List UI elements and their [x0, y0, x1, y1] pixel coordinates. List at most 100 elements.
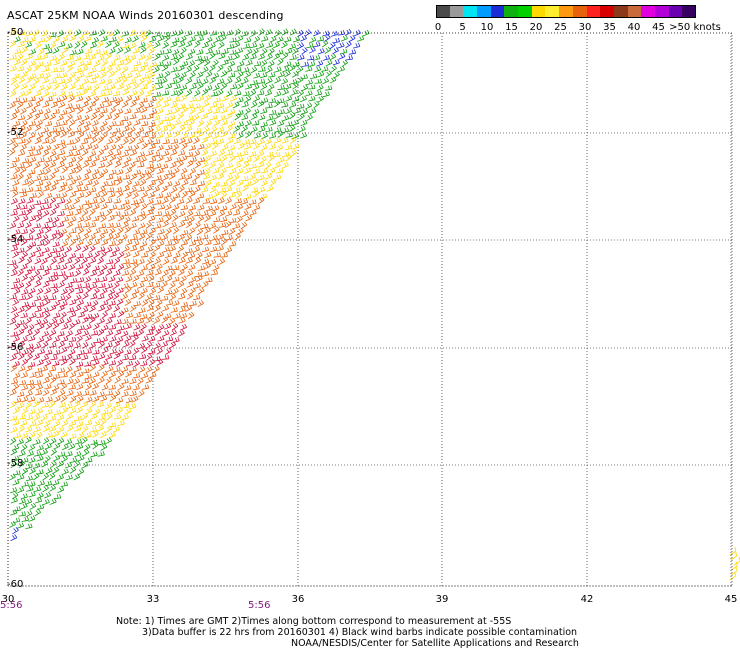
- wind-barb: [233, 125, 241, 133]
- wind-barb: [10, 354, 17, 361]
- wind-barb: [173, 72, 181, 80]
- wind-barb: [168, 245, 176, 252]
- wind-barb: [297, 54, 305, 61]
- wind-barb: [57, 67, 65, 73]
- wind-barb: [76, 335, 83, 343]
- wind-barb: [18, 365, 26, 372]
- wind-barb: [204, 179, 212, 188]
- wind-barb: [185, 220, 193, 229]
- wind-barb: [236, 215, 243, 224]
- wind-barb: [204, 239, 212, 246]
- wind-barb: [68, 119, 76, 127]
- wind-barb: [97, 103, 105, 110]
- wind-barb: [68, 443, 76, 450]
- wind-barb: [66, 353, 73, 361]
- wind-barb: [194, 221, 201, 230]
- wind-barb: [186, 210, 194, 218]
- wind-barb: [109, 96, 118, 103]
- lon-label-36: 36: [291, 594, 305, 605]
- wind-barb: [149, 36, 157, 43]
- wind-barb: [9, 28, 17, 36]
- wind-barb: [41, 307, 50, 314]
- wind-barb: [29, 192, 37, 199]
- wind-barb: [49, 197, 56, 205]
- wind-barb: [36, 119, 43, 127]
- wind-barb: [173, 83, 181, 90]
- wind-barb: [58, 295, 66, 302]
- wind-barb: [195, 240, 204, 247]
- wind-barb: [234, 76, 242, 84]
- wind-barb: [121, 293, 128, 301]
- wind-barb: [50, 354, 58, 361]
- wind-barb: [98, 317, 105, 325]
- wind-barb: [84, 156, 92, 162]
- wind-barb: [233, 187, 241, 194]
- wind-barb: [98, 304, 106, 312]
- wind-barb: [9, 318, 17, 325]
- wind-barb: [154, 223, 162, 229]
- wind-barb: [258, 114, 266, 121]
- wind-barb: [165, 169, 173, 176]
- wind-barb: [138, 173, 146, 181]
- wind-barb: [45, 132, 52, 140]
- wind-barb: [132, 347, 140, 356]
- colorbar-label: >50 knots: [669, 22, 721, 33]
- time-label-left: 5:56: [0, 600, 23, 611]
- wind-barb: [41, 175, 49, 181]
- wind-barb: [163, 121, 172, 128]
- wind-barb: [124, 204, 132, 212]
- wind-barb: [28, 383, 36, 392]
- wind-barb: [66, 210, 74, 217]
- wind-barb: [57, 426, 65, 433]
- wind-barb: [105, 52, 112, 60]
- wind-barb: [42, 162, 50, 170]
- wind-barb: [201, 66, 209, 74]
- wind-barb: [313, 41, 321, 48]
- wind-barb: [125, 145, 133, 152]
- wind-barb: [26, 343, 34, 350]
- wind-barb: [188, 264, 196, 271]
- wind-barb: [33, 269, 41, 278]
- wind-barb: [29, 73, 37, 80]
- wind-barb: [137, 186, 145, 192]
- wind-barb: [234, 113, 241, 121]
- wind-barb: [69, 395, 77, 403]
- wind-barb: [101, 239, 109, 246]
- wind-barb: [33, 379, 42, 385]
- wind-barb: [108, 324, 117, 330]
- wind-barb: [140, 360, 148, 367]
- wind-barb: [77, 468, 85, 476]
- wind-barb: [34, 186, 42, 192]
- wind-barb: [313, 54, 321, 61]
- wind-barb: [213, 97, 221, 103]
- wind-barb: [98, 353, 106, 360]
- wind-barb: [100, 443, 108, 451]
- wind-barb: [28, 36, 36, 43]
- wind-barb: [178, 64, 185, 72]
- wind-barb: [49, 222, 57, 229]
- wind-barb: [27, 324, 35, 332]
- wind-barb: [49, 415, 57, 422]
- wind-barb: [170, 66, 178, 73]
- wind-barb: [68, 384, 76, 390]
- wind-barb: [129, 222, 137, 229]
- lon-label-39: 39: [435, 594, 449, 605]
- wind-barb: [124, 407, 132, 415]
- colorbar-swatch: [531, 5, 546, 18]
- wind-barb: [65, 103, 73, 110]
- wind-barb: [200, 29, 209, 37]
- wind-barb: [236, 97, 244, 103]
- wind-barb: [105, 78, 113, 86]
- wind-barb: [284, 70, 291, 78]
- wind-barb: [89, 90, 97, 98]
- wind-barb: [153, 185, 160, 193]
- wind-barb: [89, 342, 96, 349]
- wind-barb: [75, 95, 84, 102]
- wind-barb: [121, 366, 129, 373]
- wind-barb: [164, 192, 172, 198]
- wind-barb: [353, 42, 361, 49]
- colorbar-swatch: [449, 5, 464, 18]
- wind-barb: [24, 268, 32, 276]
- wind-barb: [269, 35, 277, 43]
- wind-barb: [68, 420, 77, 427]
